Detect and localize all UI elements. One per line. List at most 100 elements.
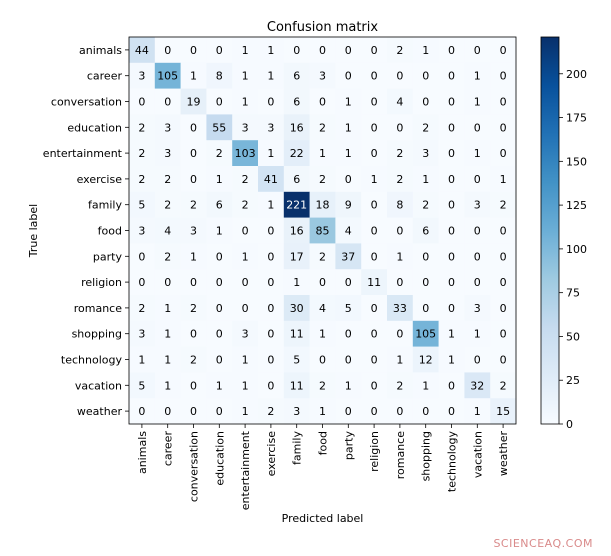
cell-value: 3 bbox=[164, 147, 171, 160]
cell-value: 0 bbox=[448, 44, 455, 57]
matrix-cell bbox=[180, 166, 207, 193]
matrix-cell bbox=[206, 295, 233, 322]
cell-value: 105 bbox=[157, 70, 178, 83]
matrix-cell bbox=[309, 295, 336, 322]
matrix-cell bbox=[180, 269, 207, 296]
matrix-cell bbox=[490, 398, 517, 425]
matrix-cell bbox=[180, 243, 207, 270]
matrix-cell bbox=[335, 114, 362, 141]
cell-value: 4 bbox=[319, 302, 326, 315]
cell-value: 55 bbox=[212, 121, 226, 134]
matrix-cell bbox=[412, 398, 439, 425]
cell-value: 0 bbox=[448, 225, 455, 238]
y-tick-label: technology bbox=[61, 354, 123, 367]
cell-value: 1 bbox=[267, 70, 274, 83]
matrix-cell bbox=[464, 243, 491, 270]
cell-value: 0 bbox=[371, 70, 378, 83]
matrix-cell bbox=[361, 166, 388, 193]
cell-value: 6 bbox=[293, 173, 300, 186]
matrix-cell bbox=[129, 114, 156, 141]
cell-value: 0 bbox=[190, 147, 197, 160]
y-tick-label: entertainment bbox=[43, 147, 123, 160]
matrix-cell bbox=[490, 243, 517, 270]
cell-value: 1 bbox=[345, 147, 352, 160]
cell-value: 0 bbox=[371, 405, 378, 418]
matrix-cell bbox=[438, 269, 465, 296]
cell-value: 0 bbox=[216, 328, 223, 341]
cell-value: 0 bbox=[422, 70, 429, 83]
colorbar-tick-label: 150 bbox=[566, 155, 587, 168]
matrix-cell bbox=[490, 140, 517, 167]
matrix-cell bbox=[206, 37, 233, 64]
cell-value: 1 bbox=[242, 250, 249, 263]
matrix-cell bbox=[309, 62, 336, 89]
matrix-cell bbox=[258, 166, 285, 193]
matrix-cell bbox=[361, 191, 388, 218]
cell-value: 0 bbox=[345, 173, 352, 186]
matrix-cell bbox=[464, 346, 491, 373]
cell-value: 1 bbox=[242, 96, 249, 109]
cell-value: 0 bbox=[474, 121, 481, 134]
matrix-cell bbox=[464, 372, 491, 399]
chart-title: Confusion matrix bbox=[267, 20, 378, 35]
matrix-cell bbox=[387, 372, 414, 399]
matrix-cell bbox=[258, 217, 285, 244]
cell-value: 0 bbox=[345, 405, 352, 418]
matrix-cell bbox=[387, 269, 414, 296]
cell-value: 0 bbox=[190, 405, 197, 418]
cell-value: 1 bbox=[190, 70, 197, 83]
cell-value: 1 bbox=[216, 379, 223, 392]
matrix-cell bbox=[309, 398, 336, 425]
cell-value: 1 bbox=[474, 328, 481, 341]
cell-value: 0 bbox=[216, 250, 223, 263]
cell-value: 0 bbox=[448, 147, 455, 160]
cell-value: 2 bbox=[138, 173, 145, 186]
matrix-cell bbox=[206, 372, 233, 399]
cell-value: 1 bbox=[474, 405, 481, 418]
cell-value: 0 bbox=[422, 96, 429, 109]
matrix-cell bbox=[412, 37, 439, 64]
matrix-cell bbox=[438, 166, 465, 193]
matrix-cell bbox=[258, 191, 285, 218]
cell-value: 0 bbox=[396, 276, 403, 289]
cell-value: 5 bbox=[293, 354, 300, 367]
matrix-cell bbox=[180, 191, 207, 218]
matrix-cell bbox=[464, 37, 491, 64]
matrix-cell bbox=[361, 140, 388, 167]
cell-value: 5 bbox=[345, 302, 352, 315]
x-tick-label: technology bbox=[446, 431, 459, 493]
matrix-cell bbox=[283, 37, 310, 64]
matrix-cell bbox=[464, 269, 491, 296]
cell-value: 11 bbox=[367, 276, 381, 289]
y-tick-label: shopping bbox=[72, 328, 122, 341]
x-tick-label: conversation bbox=[188, 431, 201, 502]
matrix-cell bbox=[412, 62, 439, 89]
cell-value: 2 bbox=[267, 405, 274, 418]
matrix-cell bbox=[464, 217, 491, 244]
cell-value: 1 bbox=[319, 147, 326, 160]
matrix-cell bbox=[387, 398, 414, 425]
cell-value: 0 bbox=[164, 405, 171, 418]
cell-value: 3 bbox=[267, 121, 274, 134]
y-tick-label: party bbox=[93, 250, 123, 263]
matrix-cell bbox=[232, 114, 259, 141]
matrix-cell bbox=[335, 191, 362, 218]
cell-value: 0 bbox=[371, 250, 378, 263]
matrix-cell bbox=[309, 88, 336, 115]
matrix-cell bbox=[154, 295, 181, 322]
cell-value: 11 bbox=[290, 328, 304, 341]
cell-value: 0 bbox=[371, 121, 378, 134]
matrix-cell bbox=[438, 62, 465, 89]
cell-value: 3 bbox=[422, 147, 429, 160]
matrix-cell bbox=[258, 295, 285, 322]
cell-value: 0 bbox=[371, 96, 378, 109]
matrix-cell bbox=[154, 269, 181, 296]
matrix-cell bbox=[387, 346, 414, 373]
y-tick-label: education bbox=[67, 121, 122, 134]
cell-value: 18 bbox=[316, 199, 330, 212]
matrix-cell bbox=[361, 269, 388, 296]
matrix-cell bbox=[464, 114, 491, 141]
matrix-cell bbox=[464, 398, 491, 425]
matrix-cell bbox=[129, 37, 156, 64]
cell-value: 19 bbox=[187, 96, 201, 109]
